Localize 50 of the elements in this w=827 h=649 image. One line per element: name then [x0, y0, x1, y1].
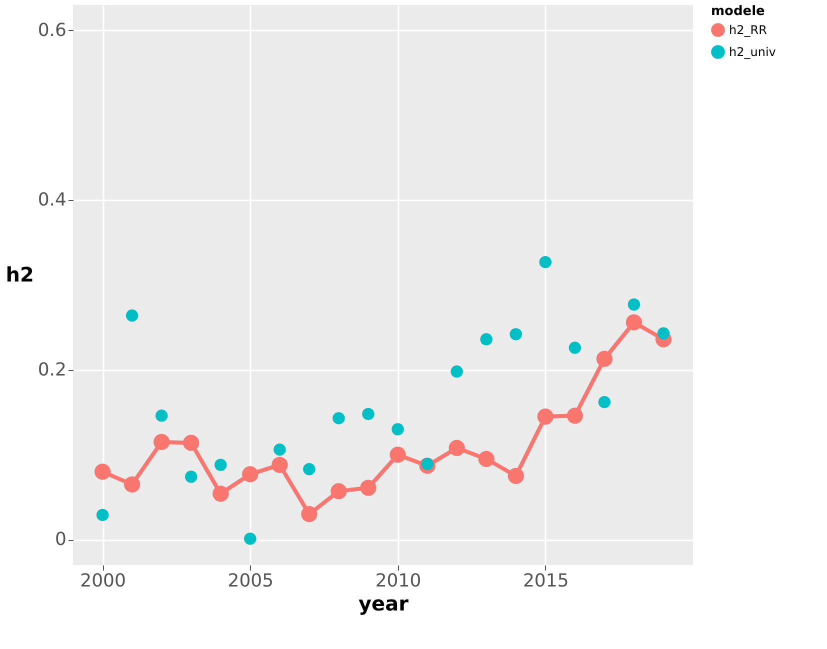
legend-title: modele: [711, 4, 766, 19]
y-tick-label: 0.2: [38, 359, 66, 380]
point: [626, 314, 642, 330]
point: [303, 463, 316, 476]
point: [596, 350, 612, 367]
point: [183, 434, 200, 451]
x-tick-label: 2010: [375, 570, 422, 592]
point: [332, 412, 345, 424]
x-tick-label: 2015: [522, 570, 569, 592]
point: [628, 298, 640, 311]
x-axis-title: year: [358, 592, 409, 616]
y-tick-label: 0.6: [38, 20, 66, 41]
point: [566, 408, 583, 424]
y-axis-title: h2: [6, 262, 34, 286]
point: [274, 443, 286, 456]
point: [360, 480, 376, 496]
point: [392, 423, 404, 436]
point: [155, 410, 168, 422]
point: [124, 476, 140, 492]
y-tick-label: 0.4: [38, 190, 66, 211]
point: [94, 464, 111, 480]
point: [212, 486, 229, 502]
point: [448, 440, 465, 456]
point: [362, 408, 374, 420]
point: [272, 456, 288, 473]
point: [330, 483, 347, 500]
point: [154, 434, 170, 450]
point: [568, 342, 582, 354]
legend-label: h2_univ: [729, 45, 776, 59]
point: [301, 506, 318, 522]
point: [242, 466, 258, 482]
point: [126, 309, 138, 322]
point: [214, 458, 227, 471]
point: [598, 396, 611, 408]
point: [390, 446, 406, 463]
x-tick-label: 2000: [80, 570, 126, 592]
point: [657, 327, 670, 340]
point: [537, 408, 554, 425]
point: [478, 450, 494, 467]
point: [96, 508, 109, 522]
point: [480, 333, 492, 346]
point: [508, 468, 524, 484]
point: [450, 365, 463, 378]
point: [539, 256, 552, 268]
y-tick-label: 0: [55, 529, 66, 550]
legend-label: h2_RR: [729, 23, 767, 37]
point: [510, 328, 522, 340]
x-tick-label: 2005: [228, 570, 274, 592]
point: [184, 470, 198, 483]
point: [244, 532, 256, 545]
